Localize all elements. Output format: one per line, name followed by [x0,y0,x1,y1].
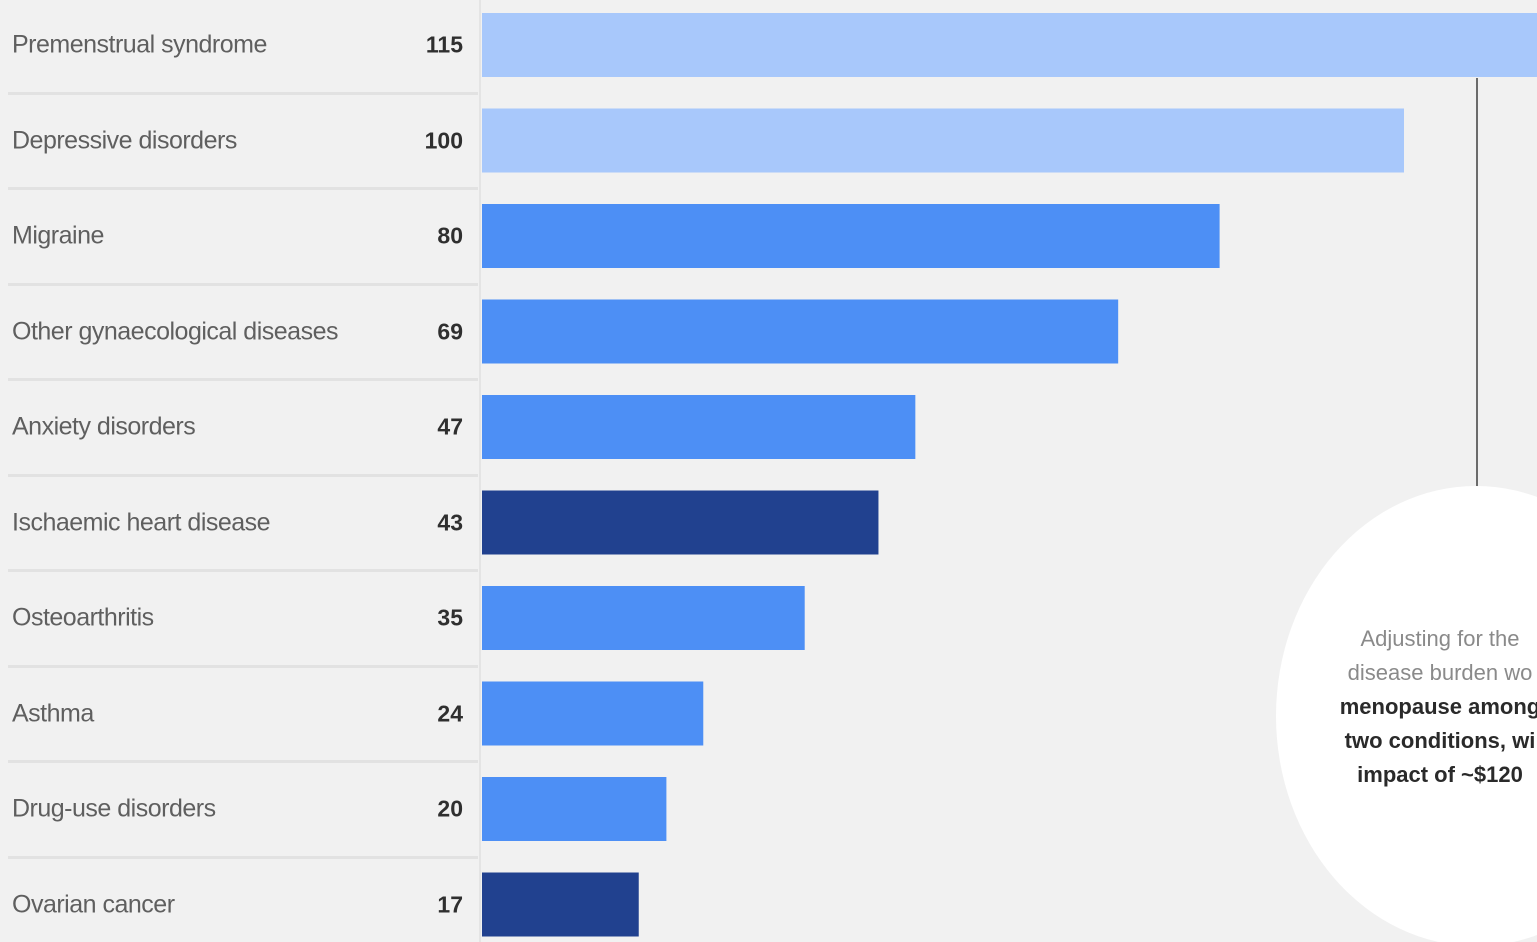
row-separator [8,91,478,95]
value-label: 17 [437,891,463,917]
category-label: Osteoarthritis [12,603,154,632]
category-label: Asthma [12,699,94,727]
category-label: Ischaemic heart disease [12,508,271,536]
category-label: Premenstrual syndrome [12,30,267,59]
row-separator [8,855,478,859]
value-label: 69 [437,318,463,344]
bar [482,108,1404,173]
row-separator [8,664,478,668]
bar [482,490,879,555]
value-label: 24 [437,700,463,726]
category-label: Migraine [12,221,104,250]
callout-text: Adjusting for the disease burden wo meno… [1280,622,1537,792]
bar [482,586,805,650]
value-label: 47 [437,413,463,440]
category-label: Depressive disorders [12,126,237,154]
bar [482,204,1220,268]
row-separator [8,282,478,286]
bar [482,13,1537,77]
callout-line-3: menopause among [1339,694,1537,719]
category-label: Ovarian cancer [12,890,175,918]
callout-line-2: disease burden wo [1347,660,1533,685]
callout-line-1: Adjusting for the [1360,626,1520,651]
bar [482,395,916,459]
value-label: 43 [437,509,463,535]
value-label: 80 [437,222,463,249]
value-label: 35 [437,604,463,631]
callout-connector-line [1476,78,1478,493]
bar [482,299,1119,364]
category-label: Other gynaecological diseases [12,317,338,345]
row-separator [8,187,478,191]
value-label: 115 [425,31,463,58]
bar [482,777,667,841]
row-separator [8,760,478,764]
callout-line-5: impact of ~$120 [1357,762,1523,787]
row-separator [8,473,478,477]
category-axis-line [479,0,481,942]
row-separator [8,378,478,382]
value-label: 20 [437,795,463,822]
category-label: Anxiety disorders [12,412,196,441]
callout-line-4: two conditions, wi [1344,728,1536,753]
value-label: 100 [424,127,463,153]
bar [482,872,639,937]
category-label: Drug-use disorders [12,794,216,823]
row-separator [8,569,478,573]
bar [482,681,704,746]
